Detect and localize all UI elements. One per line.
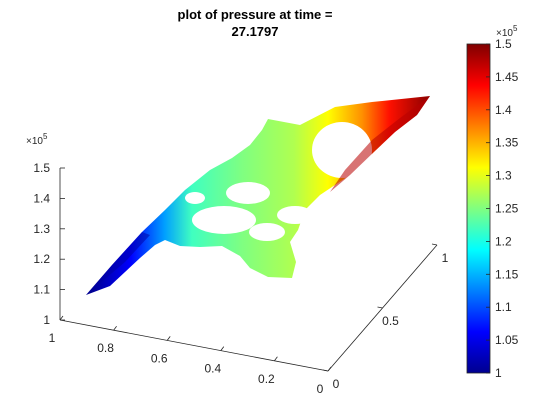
surface-low-edge-shadow xyxy=(86,232,150,295)
y-tick-label: 0.8 xyxy=(97,341,114,355)
y-tick-label: 0.4 xyxy=(204,362,221,376)
y-tick-label: 0 xyxy=(317,382,324,396)
surface-edge-shadow xyxy=(330,96,430,192)
chart-title-line1: plot of pressure at time = xyxy=(178,7,333,22)
colorbar-tick-label: 1.15 xyxy=(495,267,519,281)
y-axis-line xyxy=(59,319,329,372)
z-tick-label: 1 xyxy=(43,313,50,327)
z-tick-label: 1.1 xyxy=(33,283,50,297)
x-tick-mark xyxy=(377,306,383,309)
y-tick-mark xyxy=(274,356,278,362)
colorbar-tick-label: 1 xyxy=(495,366,502,380)
x-tick-label: 0 xyxy=(333,377,340,391)
x-tick-mark xyxy=(322,369,329,372)
z-tick-label: 1.2 xyxy=(33,252,50,266)
x-tick-label: 1 xyxy=(442,251,449,265)
z-axis-ticks: 1 1.1 1.2 1.3 1.4 1.5 xyxy=(33,161,65,327)
chart-title-line2: 27.1797 xyxy=(232,24,279,39)
colorbar-tick-label: 1.35 xyxy=(495,136,519,150)
z-tick-label: 1.3 xyxy=(33,222,50,236)
colorbar-tick-label: 1.1 xyxy=(495,300,512,314)
pressure-surface xyxy=(86,96,430,295)
y-tick-mark xyxy=(220,346,225,351)
z-axis-exponent: ×105 xyxy=(26,132,48,147)
colorbar-tick-label: 1.45 xyxy=(495,70,519,84)
x-tick-label: 0.5 xyxy=(382,314,399,328)
colorbar-tick-label: 1.5 xyxy=(495,37,512,51)
y-tick-mark xyxy=(327,366,332,372)
colorbar-tick-label: 1.2 xyxy=(495,234,512,248)
colorbar-tick-label: 1.4 xyxy=(495,103,512,117)
colorbar-tick-label: 1.05 xyxy=(495,333,519,347)
y-axis-ticks: 1 0.8 0.6 0.4 0.2 0 xyxy=(49,315,332,396)
y-tick-mark xyxy=(166,336,171,341)
z-tick-label: 1.4 xyxy=(33,191,50,205)
x-axis-ticks: 00.51 xyxy=(322,243,449,391)
surface-patch xyxy=(86,96,430,295)
y-tick-label: 0.2 xyxy=(258,372,275,386)
y-tick-mark xyxy=(59,315,64,321)
colorbar-tick-label: 1.3 xyxy=(495,169,512,183)
y-tick-mark xyxy=(113,325,117,331)
x-tick-mark xyxy=(431,243,438,246)
colorbar-ticks: 1 1.05 1.1 1.15 1.2 1.25 1.3 1.35 1.4 1.45 1.5 xyxy=(486,37,519,380)
colorbar-tick-label: 1.25 xyxy=(495,202,519,216)
z-tick-label: 1.5 xyxy=(33,161,50,175)
colorbar-exponent: ×105 xyxy=(496,24,518,39)
y-tick-label: 1 xyxy=(49,331,56,345)
y-tick-label: 0.6 xyxy=(151,351,168,365)
